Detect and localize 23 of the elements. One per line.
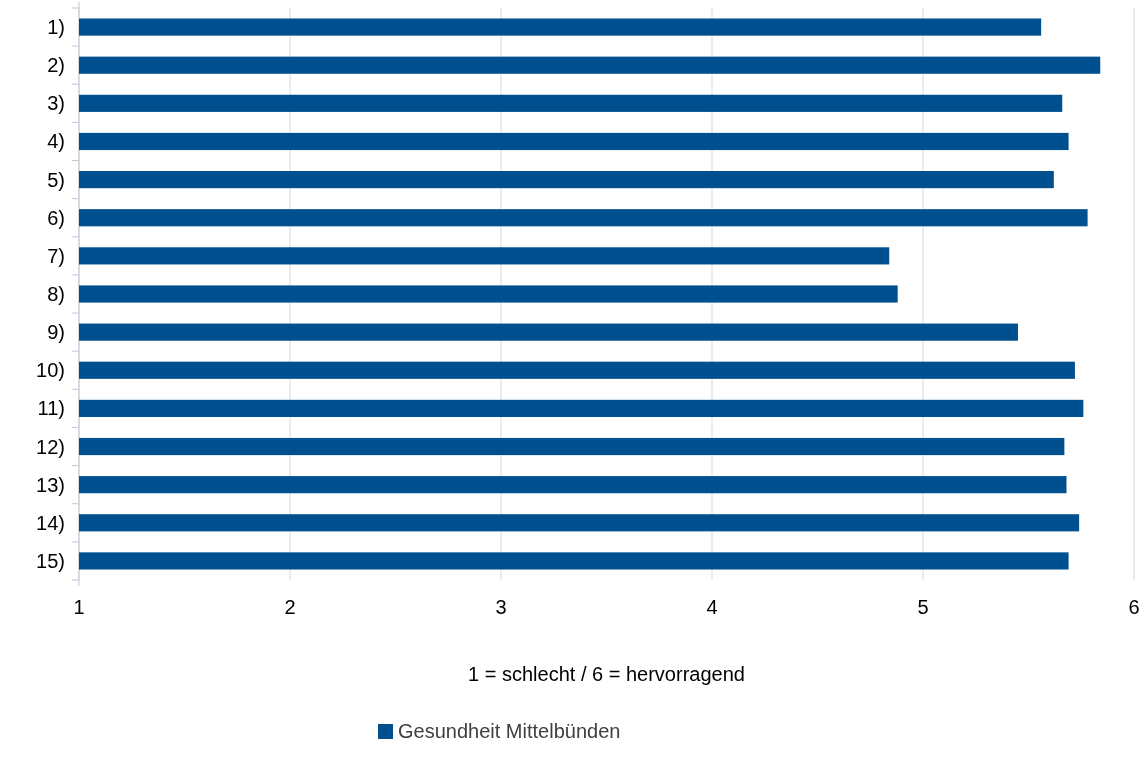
y-tick-label: 14) [36, 511, 65, 534]
y-tick-label: 4) [47, 130, 65, 153]
y-tick-label: 3) [47, 92, 65, 115]
y-tick-label: 8) [47, 283, 65, 305]
x-tick-label: 4 [706, 596, 718, 618]
x-tick-label: 1 [73, 596, 85, 618]
y-tick-label: 11) [37, 397, 65, 420]
y-tick-label: 2) [47, 54, 65, 77]
x-tick-label: 2 [284, 596, 296, 618]
y-tick-label: 9) [47, 321, 65, 344]
y-tick-label: 12) [36, 435, 65, 458]
y-tick-label: 6) [47, 206, 65, 229]
y-tick-label: 1) [47, 16, 65, 39]
legend-label: Gesundheit Mittelbünden [398, 720, 621, 742]
y-tick-label: 15) [36, 549, 65, 572]
x-tick-label: 3 [495, 596, 507, 618]
y-tick-label: 13) [36, 473, 65, 496]
x-tick-label: 6 [1128, 596, 1139, 618]
y-tick-label: 7) [47, 244, 65, 267]
y-tick-label: 5) [47, 168, 65, 191]
y-tick-label: 10) [36, 359, 65, 382]
x-tick-label: 5 [917, 596, 929, 618]
x-axis-title: 1 = schlecht / 6 = hervorragend [468, 663, 745, 685]
